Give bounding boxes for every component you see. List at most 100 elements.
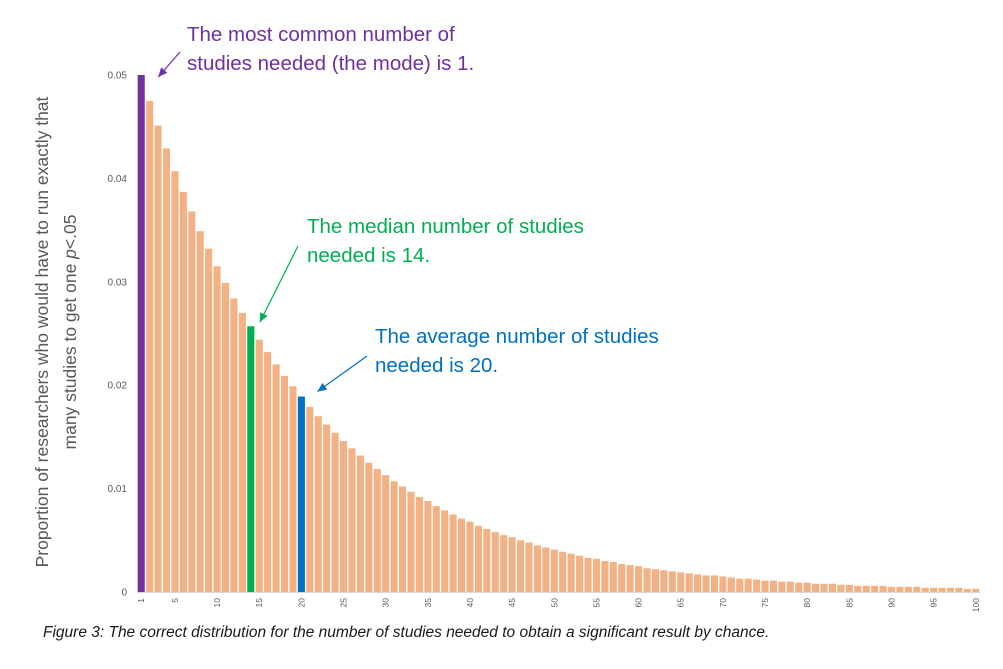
median-annotation-line1: The median number of studies xyxy=(307,215,584,238)
bar-50 xyxy=(550,549,558,592)
bar-4 xyxy=(162,148,171,592)
bar-81 xyxy=(812,583,820,592)
x-tick-label: 60 xyxy=(634,598,644,608)
bar-86 xyxy=(854,585,862,592)
bar-56 xyxy=(601,560,609,592)
x-tick-label: 35 xyxy=(423,598,433,608)
x-tick-label: 65 xyxy=(676,598,686,608)
x-tick-label: 75 xyxy=(760,598,770,608)
bar-80 xyxy=(803,582,811,592)
bar-57 xyxy=(609,562,617,592)
bar-46 xyxy=(517,540,525,592)
bar-99 xyxy=(963,588,971,592)
bar-28 xyxy=(365,462,373,592)
mode-annotation-line2: studies needed (the mode) is 1. xyxy=(187,52,475,75)
bar-13 xyxy=(238,312,246,592)
bar-60 xyxy=(635,566,643,592)
bar-62 xyxy=(651,569,659,592)
bar-8 xyxy=(196,231,204,592)
y-axis-label-wrapper: Proportion of researchers who would have… xyxy=(14,67,98,597)
x-tick-labels: 1 5 10 15 20 25 30 35 40 45 50 55 60 65 70 75 80 85 90 95 10… xyxy=(136,598,981,612)
bar-42 xyxy=(483,528,491,592)
x-tick-label: 30 xyxy=(381,598,391,608)
bar-61 xyxy=(643,568,651,592)
bar-31 xyxy=(390,481,398,592)
bar-32 xyxy=(399,486,407,592)
mode-annotation-line1: The most common number of xyxy=(187,23,455,46)
bar-67 xyxy=(694,574,702,592)
bar-39 xyxy=(458,518,466,592)
bar-5 xyxy=(171,171,179,592)
bar-88 xyxy=(871,585,879,592)
y-axis-label-line1: Proportion of researchers who would have… xyxy=(32,96,52,568)
bar-12 xyxy=(230,298,238,592)
figure-caption: Figure 3: The correct distribution for t… xyxy=(43,624,770,641)
average-annotation: The average number of studies needed is … xyxy=(375,322,659,380)
x-tick-label: 100 xyxy=(971,598,981,612)
bar-35 xyxy=(424,501,432,592)
bar-83 xyxy=(828,583,837,592)
bar-29 xyxy=(373,468,381,592)
bar-17 xyxy=(272,364,280,592)
bar-85 xyxy=(845,584,853,592)
bar-15 xyxy=(255,339,263,592)
bar-87 xyxy=(862,585,870,592)
bar-38 xyxy=(449,514,457,592)
bar-70 xyxy=(719,576,727,592)
bar-96 xyxy=(938,587,946,592)
bar-59 xyxy=(626,565,634,592)
bar-2 xyxy=(146,100,154,592)
bar-78 xyxy=(786,581,794,592)
x-tick-label: 1 xyxy=(136,598,146,603)
bar-63 xyxy=(660,570,668,592)
bar-40 xyxy=(466,521,474,592)
bar-18 xyxy=(280,375,289,592)
bar-7 xyxy=(188,211,196,593)
bar-1 xyxy=(137,75,145,592)
median-arrow xyxy=(259,245,299,323)
median-annotation-line2: needed is 14. xyxy=(307,244,431,267)
bar-77 xyxy=(778,581,786,592)
bar-44 xyxy=(500,535,508,592)
bar-55 xyxy=(592,558,600,592)
y-axis-label-line2-prefix: many studies to get one xyxy=(60,258,80,450)
bar-23 xyxy=(323,424,331,592)
bar-97 xyxy=(946,587,955,592)
y-axis-label-line2-suffix: <.05 xyxy=(60,214,80,250)
y-tick-label: 0.03 xyxy=(108,277,128,288)
bar-16 xyxy=(264,352,272,592)
bars-group xyxy=(137,75,980,593)
y-tick-label: 0.04 xyxy=(108,174,128,185)
bar-72 xyxy=(736,578,744,592)
bar-91 xyxy=(896,586,904,592)
bar-33 xyxy=(407,491,415,592)
x-tick-label: 85 xyxy=(844,598,854,608)
x-tick-label: 90 xyxy=(886,598,896,608)
bar-65 xyxy=(677,572,685,592)
bar-64 xyxy=(668,571,676,592)
median-annotation: The median number of studies needed is 1… xyxy=(307,212,584,270)
bar-89 xyxy=(879,585,887,592)
x-tick-label: 15 xyxy=(254,598,264,608)
bar-43 xyxy=(491,532,499,592)
annotation-arrows xyxy=(157,51,368,393)
bar-69 xyxy=(710,575,718,592)
bar-90 xyxy=(887,586,896,592)
bar-48 xyxy=(533,545,541,592)
bar-47 xyxy=(525,542,533,592)
bar-52 xyxy=(567,553,575,592)
bar-93 xyxy=(913,586,921,592)
bar-37 xyxy=(441,510,449,592)
bar-45 xyxy=(508,537,516,592)
bar-6 xyxy=(179,191,187,592)
x-tick-label: 50 xyxy=(549,598,559,608)
bar-22 xyxy=(314,416,322,592)
bar-27 xyxy=(356,455,364,592)
bar-54 xyxy=(584,557,592,592)
bar-11 xyxy=(221,282,230,592)
y-tick-label: 0.05 xyxy=(108,71,128,82)
x-tick-label: 20 xyxy=(296,598,306,608)
bar-49 xyxy=(542,547,550,592)
